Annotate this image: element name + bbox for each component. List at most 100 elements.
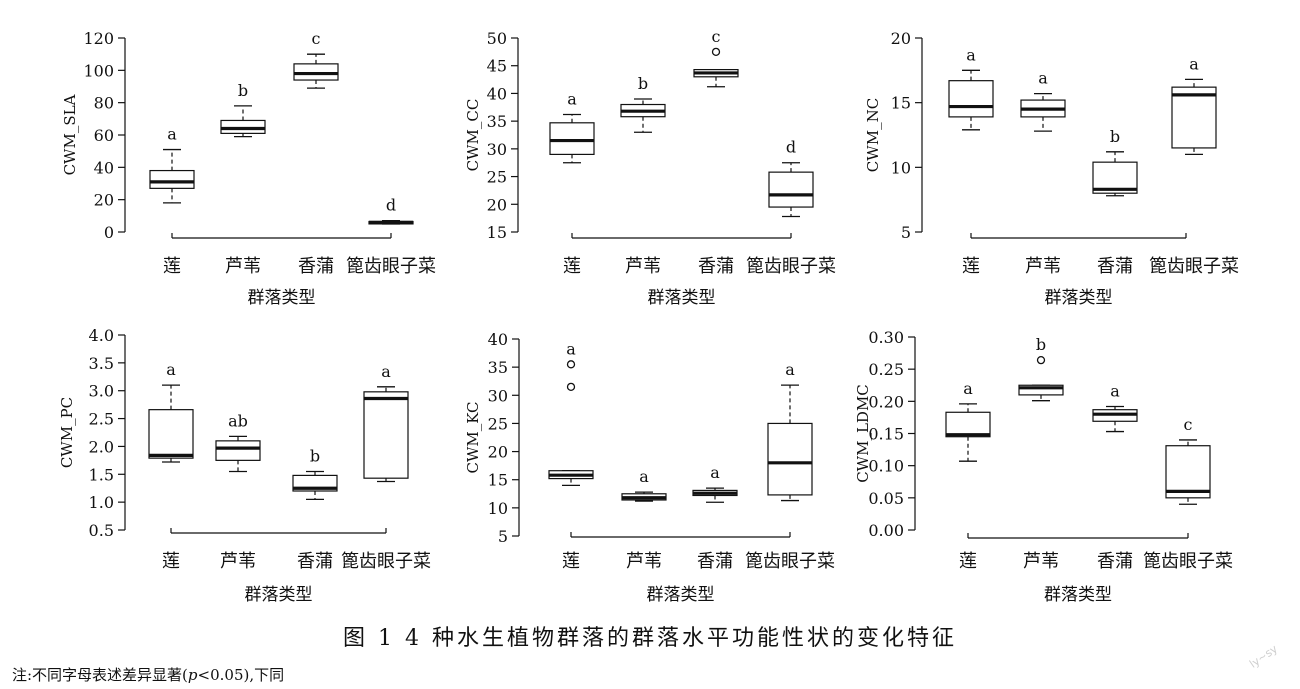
box-4: a 篦齿眼子菜 [341, 362, 431, 572]
y-tick-label: 0.5 [89, 521, 114, 540]
category-label: 芦苇 [1023, 551, 1059, 572]
box-body [293, 63, 339, 81]
category-label: 芦苇 [220, 551, 256, 572]
y-tick-label: 2.0 [89, 437, 114, 456]
box-4: d 篦齿眼子菜 [346, 196, 436, 277]
y-axis-label: CWM_NC [864, 98, 882, 172]
figure-note: 注:不同字母表述差异显著(p<0.05),下同 [12, 664, 284, 685]
y-tick-label: 40 [94, 158, 114, 177]
y-axis-label: CWM_KC [464, 401, 482, 473]
y-tick-label: 40 [488, 330, 508, 349]
box-3: b 香蒲 [292, 447, 338, 572]
y-tick-label: 15 [891, 94, 911, 113]
outlier-point [566, 360, 576, 369]
y-tick-label: 60 [94, 126, 114, 145]
category-label: 莲 [562, 551, 580, 572]
y-tick-label: 20 [891, 29, 911, 48]
y-tick-label: 45 [487, 57, 507, 76]
y-tick-label: 0.15 [868, 425, 904, 444]
box-2: b 芦苇 [620, 74, 666, 277]
box-body [148, 409, 194, 459]
outlier-point [1036, 356, 1046, 365]
significance-letter: d [386, 196, 396, 215]
box-4: a 篦齿眼子菜 [1149, 54, 1239, 277]
significance-letter: b [1036, 335, 1046, 354]
box-4: a 篦齿眼子菜 [745, 360, 835, 572]
significance-letter: a [966, 45, 976, 64]
y-tick-label: 15 [487, 223, 507, 242]
box-1: a莲 [945, 379, 991, 572]
y-tick-label: 0.10 [868, 457, 904, 476]
category-label: 香蒲 [298, 256, 334, 277]
box-3: a 香蒲 [692, 463, 738, 572]
category-label: 香蒲 [1097, 551, 1133, 572]
significance-letter: b [310, 447, 320, 466]
category-label: 莲 [959, 551, 977, 572]
y-tick-label: 0.30 [868, 328, 904, 347]
y-tick-label: 40 [487, 84, 507, 103]
y-tick-label: 50 [487, 29, 507, 48]
significance-letter: a [639, 467, 649, 486]
y-tick-label: 10 [488, 499, 508, 518]
y-tick-label: 3.0 [89, 382, 114, 401]
significance-letter: c [712, 27, 721, 46]
box-4: d 篦齿眼子菜 [746, 138, 836, 277]
box-body [945, 411, 991, 438]
category-label: 香蒲 [697, 551, 733, 572]
category-label: 篦齿眼子菜 [341, 551, 431, 572]
significance-letter: a [785, 360, 795, 379]
y-tick-label: 20 [94, 191, 114, 210]
significance-letter: a [1038, 69, 1048, 88]
category-label: 篦齿眼子菜 [745, 551, 835, 572]
y-tick-label: 0.25 [868, 360, 904, 379]
outlier-point [566, 382, 576, 391]
box-body [948, 80, 994, 118]
box-1: a莲 [148, 360, 194, 572]
significance-letter: a [567, 89, 577, 108]
x-axis-title: 群落类型 [1044, 585, 1112, 605]
y-tick-label: 4.0 [89, 326, 114, 345]
box-body [1018, 384, 1064, 396]
y-tick-label: 1.0 [89, 493, 114, 512]
panel-4: 0.51.01.52.02.53.03.54.0CWM_PCa莲ab芦苇b香蒲a… [58, 326, 431, 605]
category-label: 芦苇 [1025, 256, 1061, 277]
category-label: 香蒲 [1097, 256, 1133, 277]
y-tick-label: 5 [901, 223, 911, 242]
box-body [768, 171, 814, 208]
y-axis-label: CWM_LDMC [854, 384, 872, 483]
category-label: 莲 [563, 256, 581, 277]
y-axis-label: CWM_CC [464, 99, 482, 172]
box-3: c 香蒲 [693, 27, 739, 277]
significance-letter: ab [228, 411, 248, 430]
y-tick-label: 30 [488, 386, 508, 405]
box-1: a莲 [948, 45, 994, 277]
y-axis-label: CWM_SLA [61, 94, 79, 175]
category-label: 莲 [962, 256, 980, 277]
significance-letter: c [312, 29, 321, 48]
significance-letter: a [566, 339, 576, 358]
x-axis-title: 群落类型 [245, 585, 313, 605]
significance-letter: b [638, 74, 648, 93]
y-tick-label: 35 [487, 112, 507, 131]
box-2: b 芦苇 [1018, 335, 1064, 572]
y-tick-label: 2.5 [89, 410, 114, 429]
box-1: a莲 [549, 89, 595, 277]
note-p: p [187, 666, 198, 684]
category-label: 篦齿眼子菜 [746, 256, 836, 277]
y-tick-label: 30 [487, 140, 507, 159]
y-tick-label: 25 [488, 414, 508, 433]
significance-letter: b [238, 81, 248, 100]
figure-caption: 图 1 4 种水生植物群落的群落水平功能性状的变化特征 [343, 626, 957, 651]
y-tick-label: 0.05 [868, 489, 904, 508]
y-tick-label: 100 [83, 61, 114, 80]
box-body [149, 169, 195, 189]
box-2: b 芦苇 [220, 81, 266, 277]
box-3: c 香蒲 [293, 29, 339, 277]
note-prefix: 注:不同字母表述差异显著( [12, 666, 188, 684]
